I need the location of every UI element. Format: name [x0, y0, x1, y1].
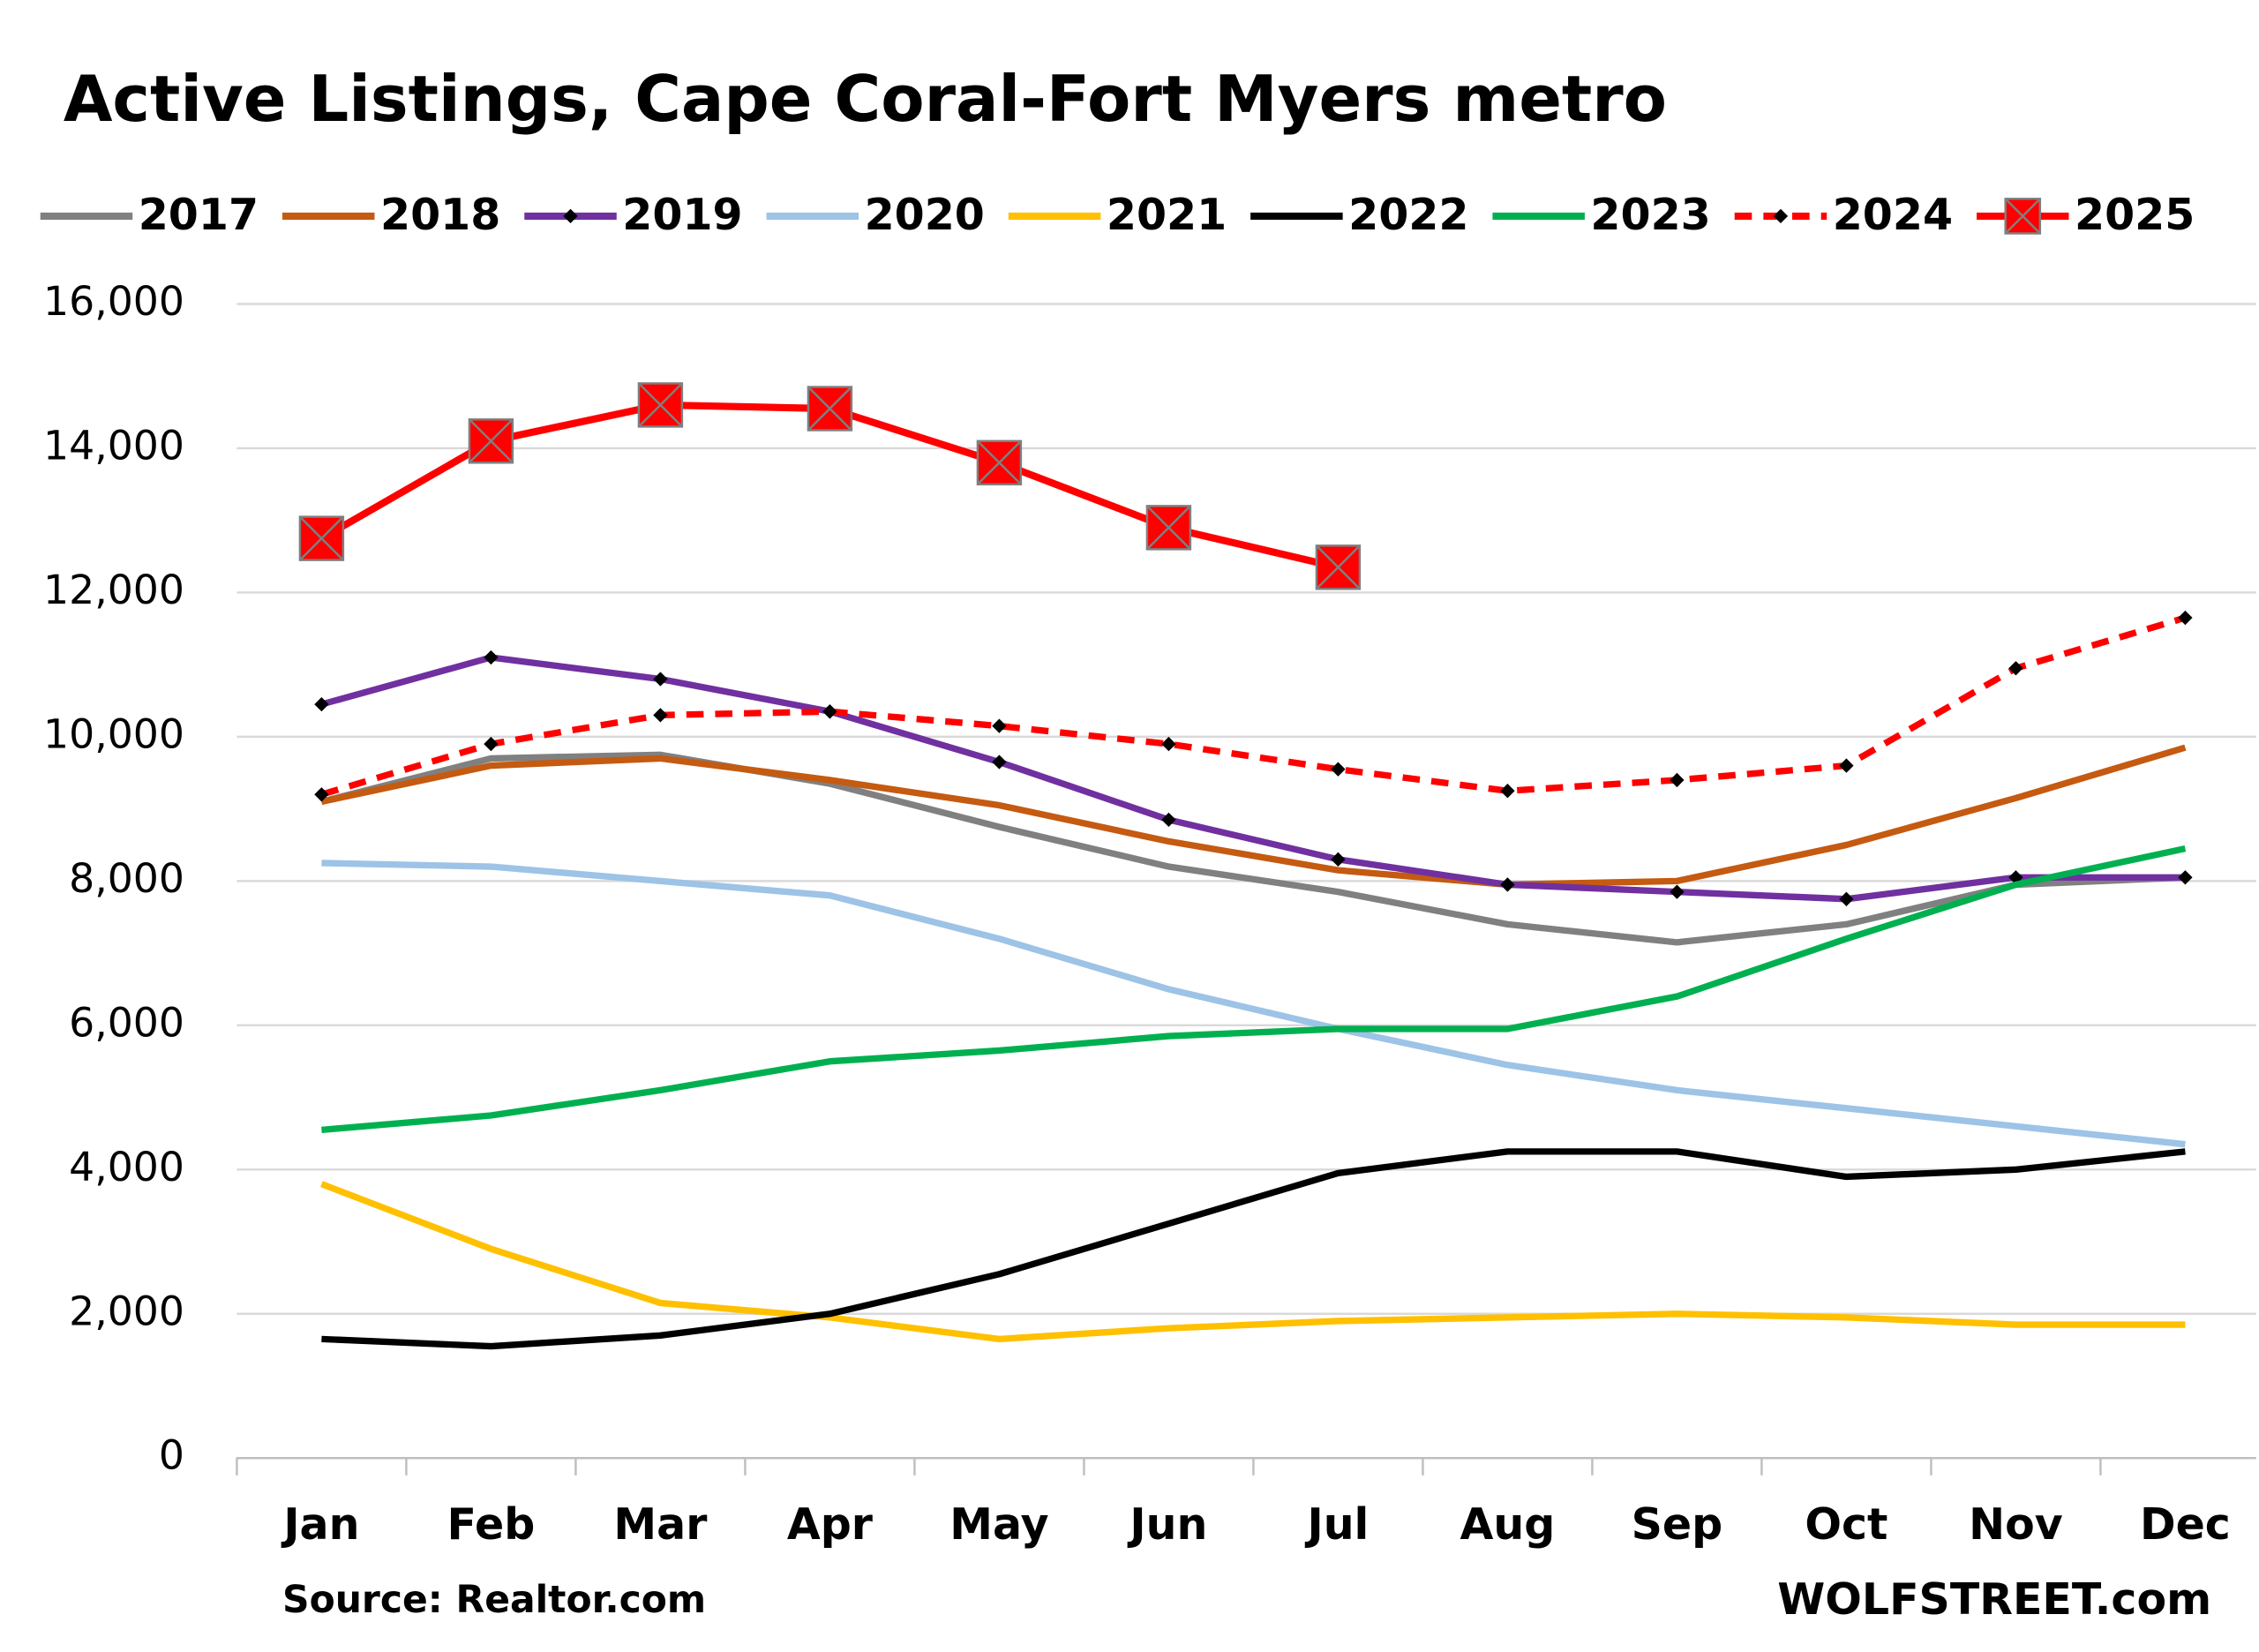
marker: [992, 718, 1007, 733]
series: [320, 744, 2187, 889]
marker-x: [299, 515, 344, 561]
marker-x: [469, 418, 514, 464]
series: [298, 382, 1362, 590]
line: [321, 845, 2187, 1134]
marker-x: [638, 382, 683, 428]
line: [321, 1148, 2186, 1350]
y-tick-label: 2,000: [69, 1288, 184, 1334]
x-tick-label: Apr: [787, 1499, 873, 1550]
line: [320, 744, 2187, 889]
x-tick-label: May: [949, 1499, 1048, 1550]
line: [320, 1181, 2186, 1343]
legend-label: 2017: [139, 190, 259, 240]
y-tick-label: 10,000: [43, 710, 184, 757]
marker: [2178, 870, 2193, 885]
x-tick-label: Jan: [281, 1499, 359, 1550]
legend-label: 2019: [622, 190, 742, 240]
marker: [484, 736, 499, 752]
marker: [1670, 772, 1685, 788]
line: [320, 654, 2186, 903]
marker-x: [977, 439, 1022, 485]
credit: WOLFSTREET.com: [1777, 1574, 2211, 1625]
marker: [1839, 758, 1854, 773]
x-tick-label: Jul: [1304, 1499, 1369, 1550]
marker: [2178, 610, 2193, 626]
marker-x: [1316, 544, 1361, 590]
marker: [1331, 762, 1346, 777]
x-tick-label: Mar: [613, 1499, 707, 1550]
legend-label: 2023: [1590, 190, 1710, 240]
series: [320, 751, 2186, 946]
x-tick-label: Aug: [1460, 1499, 1555, 1550]
series: [321, 860, 2186, 1148]
x-tick-label: Nov: [1969, 1499, 2063, 1550]
y-tick-label: 12,000: [43, 567, 184, 613]
legend-marker: [563, 208, 578, 224]
marker: [314, 696, 329, 712]
marker: [1839, 891, 1854, 906]
marker: [1670, 884, 1685, 899]
series: [314, 610, 2193, 802]
source: Source: Realtor.com: [282, 1579, 706, 1622]
legend-marker: [1773, 208, 1789, 224]
y-tick-label: 8,000: [69, 855, 184, 902]
marker: [653, 708, 668, 723]
series: [314, 650, 2193, 906]
marker: [992, 755, 1007, 770]
legend-label: 2024: [1833, 190, 1953, 240]
y-tick-label: 6,000: [69, 999, 184, 1046]
y-tick-label: 4,000: [69, 1144, 184, 1190]
x-tick-label: Feb: [447, 1499, 536, 1550]
legend-label: 2021: [1107, 190, 1227, 240]
legend-label: 2020: [865, 190, 985, 240]
line: [321, 860, 2186, 1148]
legend-label: 2022: [1348, 190, 1468, 240]
y-tick-label: 14,000: [43, 422, 184, 469]
series: [321, 845, 2187, 1134]
y-tick-label: 16,000: [43, 278, 184, 325]
marker: [1331, 852, 1346, 867]
marker: [484, 650, 499, 665]
legend-marker-x: [2004, 198, 2041, 235]
marker: [822, 704, 837, 719]
marker-x: [807, 386, 852, 432]
marker: [1500, 877, 1515, 892]
x-tick-label: Jun: [1127, 1499, 1207, 1550]
x-tick-label: Dec: [2140, 1499, 2231, 1550]
marker-x: [1146, 505, 1191, 551]
legend-label: 2018: [380, 190, 500, 240]
y-tick-label: 0: [159, 1432, 184, 1479]
line: [320, 614, 2187, 798]
marker: [1500, 784, 1515, 799]
chart-title: Active Listings, Cape Coral-Fort Myers m…: [64, 62, 1667, 136]
line: [320, 751, 2186, 946]
marker: [314, 787, 329, 802]
x-tick-label: Sep: [1632, 1499, 1723, 1550]
marker: [1161, 736, 1176, 752]
marker: [653, 672, 668, 687]
marker: [1161, 812, 1176, 828]
legend-label: 2025: [2075, 190, 2195, 240]
series: [320, 1181, 2186, 1343]
x-tick-label: Oct: [1805, 1499, 1888, 1550]
series: [321, 1148, 2186, 1350]
